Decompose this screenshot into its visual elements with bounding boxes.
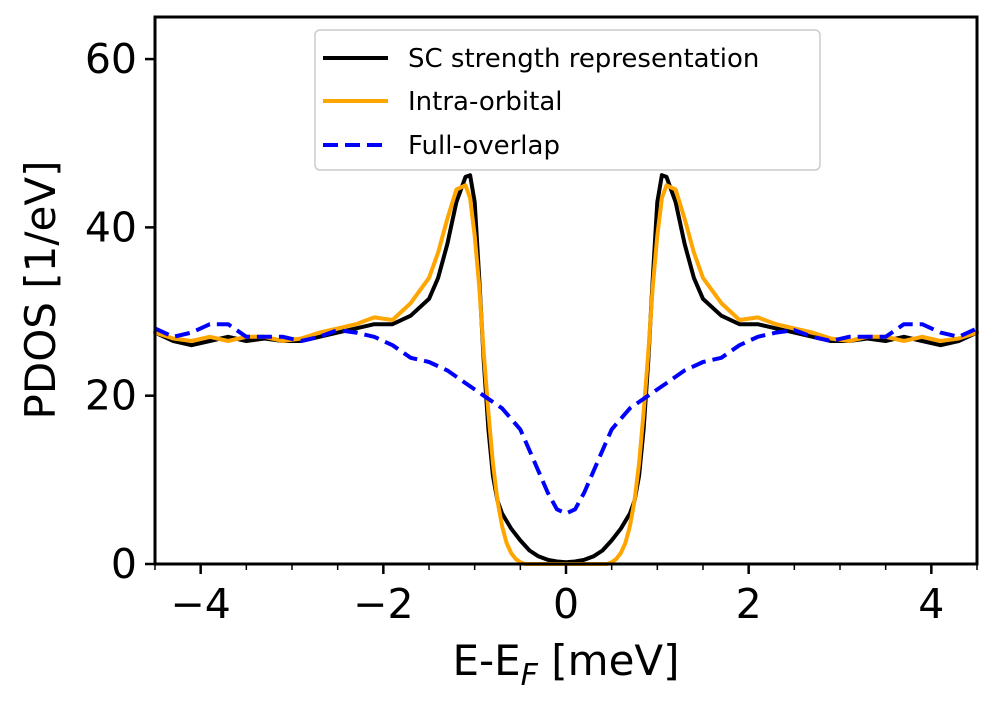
legend-label-intra-orbital: Intra-orbital [408, 87, 563, 117]
x-axis-ticks: −4 −2 0 2 4 [154, 564, 978, 628]
series-layer [153, 173, 979, 566]
series-line-full-overlap [154, 322, 978, 516]
x-tick-label: 2 [736, 580, 762, 628]
y-axis-label: PDOS [1/eV] [16, 161, 65, 420]
legend-label-full-overlap: Full-overlap [408, 131, 560, 161]
x-tick-label: 0 [553, 580, 579, 628]
x-axis-label-unit: [meV] [538, 636, 680, 685]
x-tick-label: 4 [918, 580, 944, 628]
legend-label-sc-strength: SC strength representation [408, 44, 759, 74]
x-tick-label: −4 [170, 580, 230, 628]
y-tick-label: 40 [85, 203, 137, 251]
y-tick-label: 0 [111, 540, 137, 588]
x-tick-label: −2 [353, 580, 413, 628]
y-tick-label: 20 [85, 372, 137, 420]
series-line-sc-strength-representation [153, 173, 979, 565]
legend-box [314, 29, 821, 171]
x-axis-label: E-EF [meV] [452, 636, 679, 693]
x-axis-label-main: E-E [452, 636, 520, 685]
y-tick-label: 60 [85, 35, 137, 83]
legend: SC strength representation Intra-orbital… [314, 29, 821, 171]
series-line-intra-orbital [153, 183, 979, 566]
y-axis-ticks: 0 20 40 60 [85, 35, 155, 588]
x-axis-label-subscript: F [521, 658, 539, 693]
